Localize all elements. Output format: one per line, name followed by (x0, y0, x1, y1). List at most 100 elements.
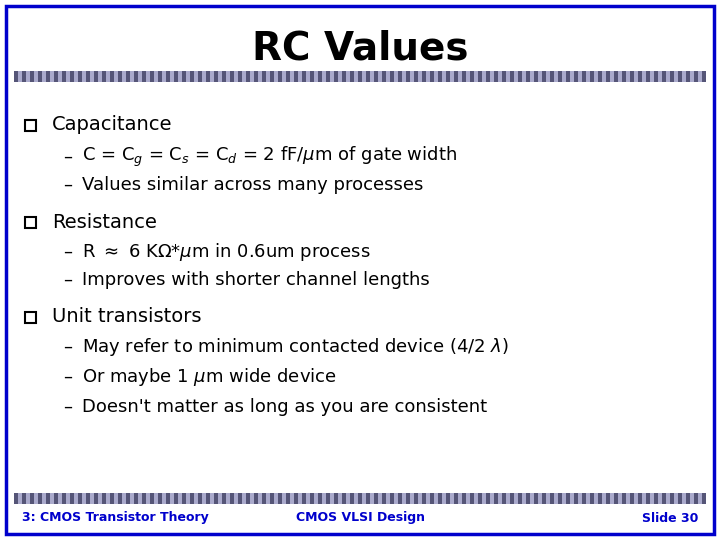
Bar (350, 71, 354, 82)
Bar (586, 71, 590, 82)
Bar (326, 71, 330, 82)
Bar (634, 493, 638, 504)
Bar (38, 493, 42, 504)
Bar (638, 71, 642, 82)
Text: Resistance: Resistance (52, 213, 157, 232)
Bar (490, 71, 494, 82)
Bar (478, 493, 482, 504)
Bar (450, 493, 454, 504)
Bar (114, 71, 118, 82)
Bar (158, 493, 162, 504)
Bar (442, 493, 446, 504)
Bar (230, 71, 234, 82)
Bar (250, 493, 254, 504)
Bar (414, 71, 418, 82)
Bar (66, 493, 70, 504)
Bar (450, 71, 454, 82)
Bar (62, 493, 66, 504)
Bar (142, 493, 146, 504)
Bar (662, 71, 666, 82)
Bar (626, 71, 630, 82)
Bar (430, 71, 434, 82)
Bar (234, 71, 238, 82)
Bar (334, 493, 338, 504)
Bar (654, 71, 658, 82)
Bar (646, 493, 650, 504)
Bar (258, 71, 262, 82)
Bar (418, 493, 422, 504)
Bar (114, 493, 118, 504)
Bar (46, 493, 50, 504)
Bar (130, 71, 134, 82)
Bar (310, 493, 314, 504)
Bar (234, 493, 238, 504)
Bar (354, 493, 358, 504)
Bar (274, 493, 278, 504)
Bar (310, 71, 314, 82)
Bar (510, 493, 514, 504)
Bar (518, 493, 522, 504)
Bar (262, 71, 266, 82)
Bar (198, 493, 202, 504)
Bar (682, 493, 686, 504)
Bar (362, 493, 366, 504)
Bar (682, 71, 686, 82)
Bar (454, 71, 458, 82)
Bar (598, 71, 602, 82)
Bar (290, 493, 294, 504)
Bar (150, 493, 154, 504)
Bar (578, 71, 582, 82)
Bar (38, 71, 42, 82)
Bar (402, 493, 406, 504)
Bar (30, 71, 34, 82)
Bar (582, 493, 586, 504)
Bar (46, 71, 50, 82)
Bar (90, 71, 94, 82)
Bar (446, 493, 450, 504)
Bar (258, 493, 262, 504)
Bar (74, 71, 78, 82)
Bar (298, 493, 302, 504)
Bar (642, 493, 646, 504)
Bar (470, 71, 474, 82)
Bar (290, 71, 294, 82)
Bar (494, 71, 498, 82)
Bar (86, 493, 90, 504)
Bar (498, 71, 502, 82)
Bar (58, 493, 62, 504)
Bar (590, 71, 594, 82)
Bar (622, 71, 626, 82)
Bar (378, 71, 382, 82)
Bar (314, 71, 318, 82)
Bar (34, 71, 38, 82)
Bar (426, 493, 430, 504)
Bar (78, 493, 82, 504)
Bar (278, 71, 282, 82)
Bar (554, 493, 558, 504)
Bar (578, 493, 582, 504)
Bar (162, 493, 166, 504)
Bar (670, 493, 674, 504)
Bar (302, 493, 306, 504)
Bar (382, 71, 386, 82)
FancyBboxPatch shape (24, 119, 35, 131)
Bar (630, 493, 634, 504)
Bar (458, 71, 462, 82)
Bar (482, 71, 486, 82)
Bar (466, 493, 470, 504)
Bar (94, 71, 98, 82)
Bar (418, 71, 422, 82)
Bar (482, 493, 486, 504)
Bar (406, 493, 410, 504)
Bar (254, 493, 258, 504)
Bar (474, 71, 478, 82)
Bar (470, 493, 474, 504)
Bar (154, 493, 158, 504)
Bar (362, 71, 366, 82)
Bar (614, 71, 618, 82)
Bar (274, 71, 278, 82)
Bar (218, 493, 222, 504)
Bar (530, 71, 534, 82)
Bar (174, 493, 178, 504)
Bar (490, 493, 494, 504)
